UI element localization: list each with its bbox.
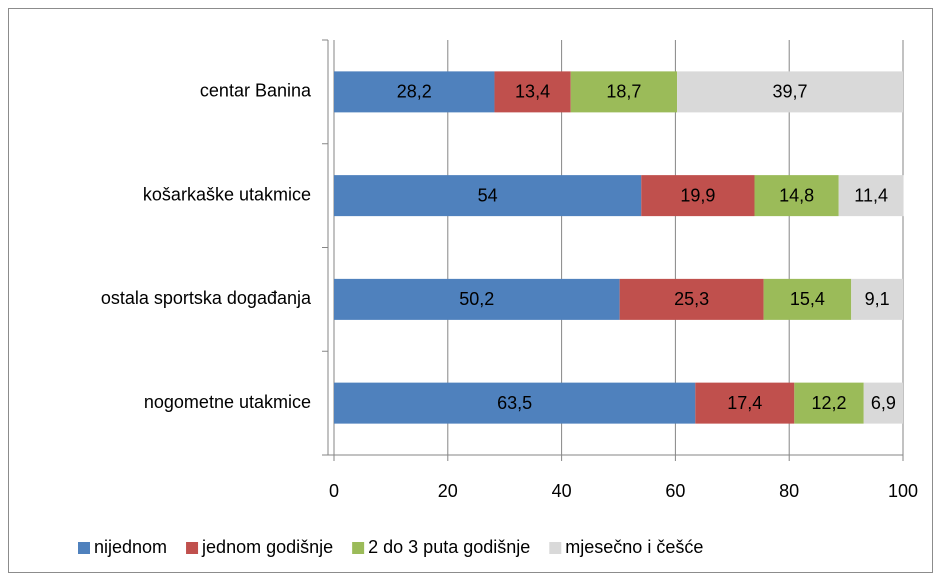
bar-segment: [794, 382, 864, 424]
legend-swatch: [78, 542, 90, 554]
x-tick-label: 100: [888, 481, 918, 501]
bar-segment: [677, 71, 903, 113]
bar-segment: [619, 278, 764, 320]
y-tick-label: centar Banina: [200, 81, 312, 101]
bar-segment: [334, 175, 642, 217]
data-label: 17,4: [727, 393, 762, 413]
legend-swatch: [186, 542, 199, 554]
x-tick-label: 60: [665, 481, 685, 501]
legend-label: mjesečno i češće: [565, 537, 703, 557]
y-tick-label: košarkaške utakmice: [143, 184, 311, 204]
data-label: 50,2: [459, 289, 494, 309]
data-label: 13,4: [515, 82, 550, 102]
legend-label: jednom godišnje: [201, 537, 333, 557]
x-tick-label: 40: [552, 481, 572, 501]
data-label: 9,1: [865, 289, 890, 309]
data-label: 11,4: [854, 185, 888, 205]
data-label: 19,9: [680, 185, 715, 205]
data-label: 28,2: [397, 82, 432, 102]
legend-swatch: [549, 542, 562, 554]
bar-segment: [838, 175, 904, 217]
bar-segment: [494, 71, 571, 113]
x-tick-label: 80: [779, 481, 799, 501]
x-tick-label: 0: [329, 481, 339, 501]
bar-segment: [863, 382, 903, 424]
bar-segment: [763, 278, 852, 320]
data-label: 54: [478, 185, 498, 205]
legend-label: nijednom: [94, 537, 167, 557]
bar-segment: [334, 278, 620, 320]
data-label: 39,7: [773, 82, 808, 102]
data-label: 6,9: [871, 393, 896, 413]
bar-segment: [641, 175, 755, 217]
y-tick-label: ostala sportska događanja: [101, 288, 312, 308]
bar-segment: [754, 175, 839, 217]
data-label: 14,8: [779, 185, 814, 205]
data-label: 18,7: [606, 82, 641, 102]
data-label: 25,3: [674, 289, 709, 309]
x-tick-label: 20: [438, 481, 458, 501]
data-label: 63,5: [497, 393, 532, 413]
bar-segment: [334, 71, 495, 113]
legend-swatch: [352, 542, 365, 554]
legend-label: 2 do 3 puta godišnje: [368, 537, 530, 557]
bar-segment: [851, 278, 903, 320]
bar-segment: [334, 382, 696, 424]
data-label: 12,2: [812, 393, 847, 413]
y-tick-label: nogometne utakmice: [144, 392, 311, 412]
data-label: 15,4: [790, 289, 825, 309]
bar-segment: [570, 71, 678, 113]
bar-segment: [695, 382, 795, 424]
